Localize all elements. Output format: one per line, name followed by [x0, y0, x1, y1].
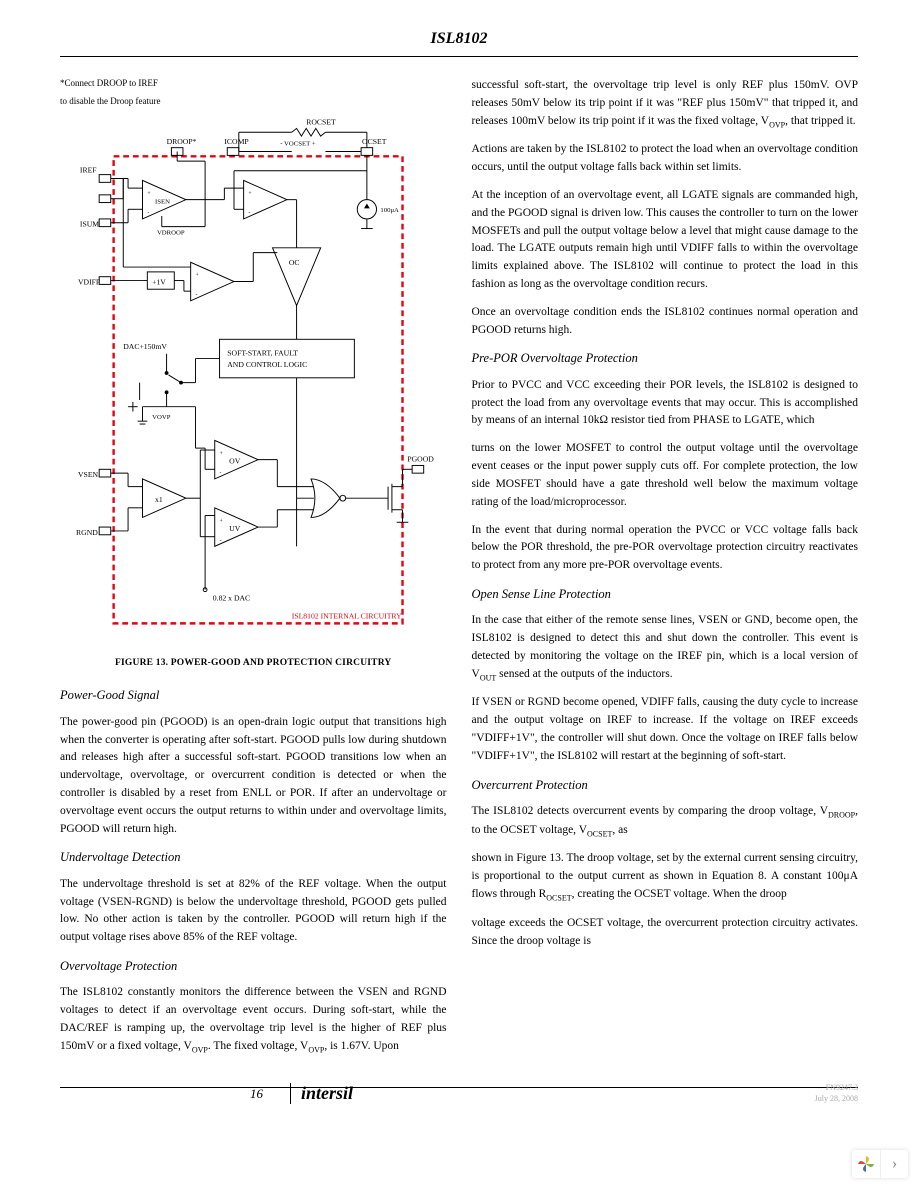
doc-id-num: FN9247.3	[826, 1083, 858, 1092]
ov-sub1: OVP	[192, 1045, 208, 1054]
svg-text:+: +	[220, 518, 223, 524]
r8c: , as	[612, 824, 627, 836]
r8e: , creating the OCSET voltage. When the d…	[572, 888, 787, 900]
svg-text:PGOOD: PGOOD	[407, 454, 434, 463]
svg-text:VDIFF: VDIFF	[78, 277, 100, 286]
svg-text:OCSET: OCSET	[362, 137, 387, 146]
chevron-right-icon[interactable]: ›	[880, 1150, 908, 1178]
svg-text:- VOCSET +: - VOCSET +	[280, 141, 316, 148]
para-r5: In the event that during normal operatio…	[472, 522, 859, 575]
svg-text:VSEN: VSEN	[78, 470, 99, 479]
diagram-note-line1: *Connect DROOP to IREF	[60, 77, 447, 91]
para-r6: In the case that either of the remote se…	[472, 612, 859, 684]
svg-text:OC: OC	[289, 258, 300, 267]
svg-text:VDROOP: VDROOP	[157, 229, 185, 236]
svg-text:ICOMP: ICOMP	[224, 137, 248, 146]
doc-date: July 28, 2008	[815, 1094, 858, 1103]
doc-id: FN9247.3 July 28, 2008	[815, 1083, 858, 1104]
r8-sub2: OCSET	[587, 829, 612, 838]
svg-text:+: +	[248, 191, 251, 197]
ov-text-b: . The fixed voltage, V	[208, 1040, 309, 1052]
right-column: successful soft-start, the overvoltage t…	[472, 77, 859, 1067]
svg-text:x1: x1	[155, 495, 163, 504]
r1-sub: OVP	[769, 120, 785, 129]
circuit-diagram: ISL8102 INTERNAL CIRCUITRY DROOP* ICOMP …	[60, 113, 447, 633]
figure-caption: FIGURE 13. POWER-GOOD AND PROTECTION CIR…	[60, 656, 447, 671]
para-undervoltage: The undervoltage threshold is set at 82%…	[60, 876, 447, 947]
svg-text:ROCSET: ROCSET	[306, 117, 336, 126]
svg-text:-: -	[220, 470, 222, 476]
svg-text:RGND: RGND	[76, 528, 98, 537]
para-r8mid: shown in Figure 13. The droop voltage, s…	[472, 850, 859, 904]
svg-text:VOVP: VOVP	[152, 414, 171, 421]
svg-text:UV: UV	[229, 524, 241, 533]
r6-sub: OUT	[480, 673, 496, 682]
heading-overvoltage: Overvoltage Protection	[60, 957, 447, 976]
para-r8top: The ISL8102 detects overcurrent events b…	[472, 803, 859, 840]
page-number: 16	[250, 1086, 263, 1102]
internal-label: ISL8102 INTERNAL CIRCUITRY	[292, 611, 402, 620]
svg-text:OV: OV	[229, 456, 241, 465]
svg-text:DROOP*: DROOP*	[167, 137, 197, 146]
svg-text:IREF: IREF	[80, 166, 97, 175]
page-footer: 16 intersil FN9247.3 July 28, 2008	[60, 1087, 858, 1094]
para-r4b: turns on the lower MOSFET to control the…	[472, 440, 859, 511]
diagram-note-line2: to disable the Droop feature	[60, 95, 447, 109]
ov-sub2: OVP	[308, 1045, 324, 1054]
svg-text:+: +	[220, 451, 223, 457]
ov-text-c: , is 1.67V. Upon	[324, 1040, 399, 1052]
pinwheel-icon[interactable]	[852, 1150, 880, 1178]
heading-undervoltage: Undervoltage Detection	[60, 848, 447, 867]
corner-nav: ›	[852, 1150, 908, 1178]
r8-sub1: DROOP	[828, 810, 855, 819]
para-r1: successful soft-start, the overvoltage t…	[472, 77, 859, 131]
svg-text:SOFT-START, FAULT: SOFT-START, FAULT	[227, 349, 298, 358]
para-r1c: Actions are taken by the ISL8102 to prot…	[472, 141, 859, 177]
r6b: sensed at the outputs of the inductors.	[496, 668, 672, 680]
brand-logo: intersil	[290, 1083, 353, 1104]
two-column-layout: *Connect DROOP to IREF to disable the Dr…	[60, 77, 858, 1067]
r8a: The ISL8102 detects overcurrent events b…	[472, 805, 829, 817]
svg-text:100μA: 100μA	[380, 207, 399, 214]
heading-opensense: Open Sense Line Protection	[472, 585, 859, 604]
svg-text:DAC+150mV: DAC+150mV	[123, 342, 167, 351]
para-r2: At the inception of an overvoltage event…	[472, 187, 859, 294]
svg-text:-: -	[195, 292, 197, 298]
para-power-good: The power-good pin (PGOOD) is an open-dr…	[60, 714, 447, 839]
page-header: ISL8102	[60, 30, 858, 57]
svg-text:+1V: +1V	[152, 277, 166, 286]
para-r8end: voltage exceeds the OCSET voltage, the o…	[472, 915, 859, 951]
heading-power-good: Power-Good Signal	[60, 686, 447, 705]
r8-sub3: OCSET	[546, 893, 571, 902]
para-r4: Prior to PVCC and VCC exceeding their PO…	[472, 377, 859, 430]
svg-text:-: -	[147, 210, 149, 216]
para-r7: If VSEN or RGND become opened, VDIFF fal…	[472, 694, 859, 765]
svg-text:+: +	[195, 273, 198, 279]
header-title: ISL8102	[431, 30, 488, 47]
svg-text:-: -	[220, 537, 222, 543]
r1b: , that tripped it.	[785, 115, 856, 127]
svg-text:AND CONTROL LOGIC: AND CONTROL LOGIC	[227, 360, 307, 369]
svg-text:+: +	[147, 191, 150, 197]
svg-text:ISUM: ISUM	[80, 220, 99, 229]
left-column: *Connect DROOP to IREF to disable the Dr…	[60, 77, 447, 1067]
para-r3: Once an overvoltage condition ends the I…	[472, 304, 859, 340]
heading-prepor: Pre-POR Overvoltage Protection	[472, 349, 859, 368]
svg-text:-: -	[248, 210, 250, 216]
heading-overcurrent: Overcurrent Protection	[472, 776, 859, 795]
svg-text:0.82 x DAC: 0.82 x DAC	[213, 593, 250, 602]
para-overvoltage: The ISL8102 constantly monitors the diff…	[60, 984, 447, 1056]
svg-text:ISEN: ISEN	[155, 198, 170, 205]
